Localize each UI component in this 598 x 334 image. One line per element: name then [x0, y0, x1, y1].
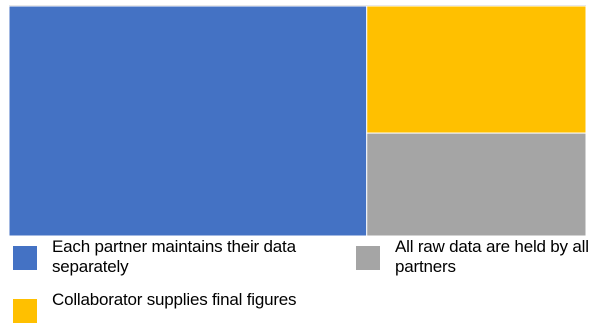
treemap-tile-1	[366, 5, 587, 134]
legend-swatch	[356, 246, 380, 270]
legend-item-all-partners: All raw data are held by all partners	[356, 237, 598, 277]
legend-label: Collaborator supplies final figures	[52, 290, 297, 309]
treemap-tile-2	[366, 132, 587, 237]
legend-item-collaborator: Collaborator supplies final figures	[13, 290, 312, 323]
legend-swatch	[13, 246, 37, 270]
legend-label: Each partner maintains their data separa…	[52, 237, 296, 276]
legend-item-separately: Each partner maintains their data separa…	[13, 237, 337, 277]
legend-swatch	[13, 299, 37, 323]
legend-label: All raw data are held by all partners	[395, 237, 589, 276]
treemap-tile-0	[8, 5, 368, 237]
treemap-chart	[8, 5, 587, 237]
